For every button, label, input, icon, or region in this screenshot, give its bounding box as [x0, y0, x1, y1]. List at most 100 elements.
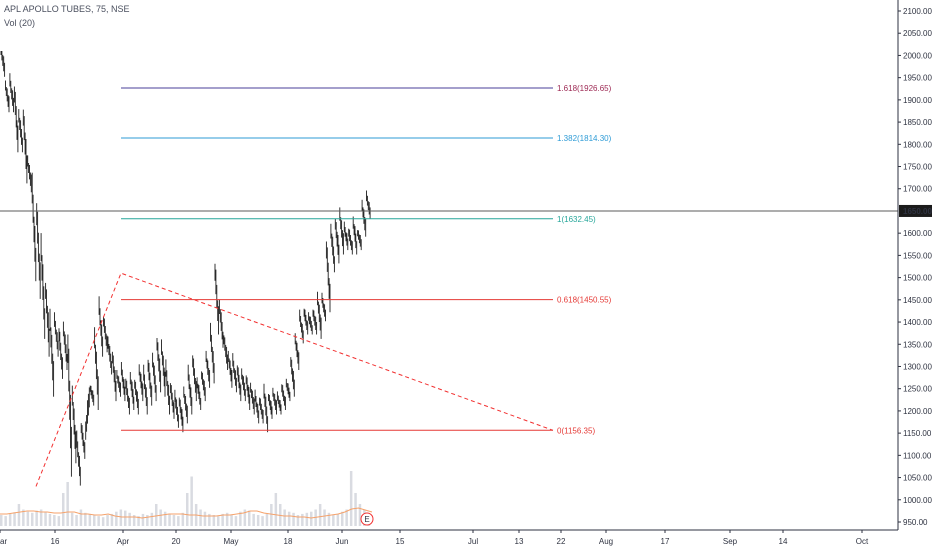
time-tick-label: 22: [557, 537, 566, 546]
volume-bar: [261, 516, 264, 526]
volume-bar: [101, 517, 105, 526]
volume-bar: [53, 515, 56, 526]
volume-bar: [17, 504, 21, 526]
volume-bar: [248, 510, 251, 526]
volume-bar: [190, 476, 193, 526]
current-price-tag: [899, 204, 932, 217]
price-tick-label: 1200.00: [903, 407, 932, 416]
price-tick-label: 1350.00: [903, 340, 932, 349]
volume-bar: [13, 512, 16, 527]
price-tick-label: 1800.00: [903, 140, 932, 149]
volume-bar: [181, 512, 185, 526]
price-tick-label: 2050.00: [903, 29, 932, 38]
price-tick-label: 2000.00: [903, 51, 932, 60]
volume-bar: [172, 515, 176, 526]
volume-bar: [48, 513, 52, 526]
volume-bar: [75, 515, 78, 526]
fib-level-label: 0.618(1450.55): [557, 296, 612, 305]
fib-level-label: 1(1632.45): [557, 215, 596, 224]
volume-bar: [31, 512, 34, 526]
volume-bar: [243, 509, 247, 526]
volume-bar: [150, 512, 154, 526]
volume-bar: [301, 513, 304, 526]
volume-bar: [327, 512, 331, 526]
time-tick-label: Jun: [336, 537, 349, 546]
volume-bar: [22, 509, 25, 526]
volume-bar: [128, 512, 131, 526]
volume-bar: [358, 504, 362, 526]
price-tick-label: 950.00: [903, 518, 928, 527]
volume-bar: [341, 511, 344, 526]
time-tick-label: 16: [51, 537, 60, 546]
current-price-label: 1650.00: [903, 207, 932, 216]
volume-bar: [208, 513, 211, 526]
volume-bar: [8, 513, 12, 526]
volume-bar: [345, 509, 348, 526]
volume-bar: [274, 493, 278, 526]
volume-bar: [97, 516, 100, 526]
volume-bars: [0, 471, 371, 527]
volume-bar: [66, 482, 69, 526]
volume-bar: [310, 511, 313, 526]
price-tick-label: 1100.00: [903, 451, 932, 460]
price-tick-label: 1950.00: [903, 74, 932, 83]
price-tick-label: 1900.00: [903, 96, 932, 105]
volume-bar: [79, 509, 83, 526]
price-tick-label: 1050.00: [903, 474, 932, 483]
volume-bar: [0, 515, 3, 526]
time-tick-label: ar: [0, 537, 7, 546]
volume-bar: [106, 515, 109, 526]
volume-bar: [57, 516, 61, 526]
volume-bar: [132, 515, 136, 526]
volume-bar: [203, 511, 207, 526]
time-tick-label: 20: [172, 537, 181, 546]
volume-bar: [137, 516, 140, 526]
volume-bar: [265, 513, 269, 526]
price-tick-label: 1500.00: [903, 274, 932, 283]
volume-bar: [239, 511, 242, 526]
time-tick-label: 17: [661, 537, 670, 546]
volume-bar: [283, 509, 286, 526]
volume-bar: [115, 511, 118, 526]
fib-level-label: 1.382(1814.30): [557, 134, 612, 143]
price-axis-background: [898, 0, 932, 550]
volume-bar: [177, 516, 180, 526]
time-tick-label: 14: [779, 537, 788, 546]
earnings-event-label: E: [364, 515, 369, 524]
volume-bar: [124, 510, 127, 526]
time-tick-label: Apr: [117, 537, 130, 546]
volume-bar: [225, 512, 229, 526]
volume-bar: [62, 493, 65, 526]
volume-ma-line: [0, 507, 373, 519]
volume-bar: [186, 493, 189, 526]
volume-bar: [93, 515, 96, 526]
volume-bar: [199, 509, 202, 526]
volume-bar: [155, 504, 158, 526]
volume-bar: [252, 513, 255, 526]
volume-bar: [84, 512, 87, 526]
volume-bar: [212, 515, 216, 526]
volume-bar: [221, 513, 224, 526]
volume-indicator-label: Vol (20): [4, 18, 36, 28]
price-tick-label: 1600.00: [903, 229, 932, 238]
volume-bar: [163, 511, 167, 526]
volume-bar: [39, 509, 43, 526]
volume-bar: [318, 504, 322, 526]
price-tick-label: 1000.00: [903, 496, 932, 505]
fib-level-label: 1.618(1926.65): [557, 84, 612, 93]
volume-bar: [88, 513, 92, 526]
volume-bar: [4, 516, 7, 526]
volume-bar: [44, 511, 47, 526]
volume-bar: [146, 515, 149, 526]
volume-bar: [332, 515, 335, 526]
volume-bar: [354, 493, 357, 526]
price-tick-label: 1300.00: [903, 362, 932, 371]
volume-bar: [141, 513, 145, 526]
time-tick-label: 18: [284, 537, 293, 546]
volume-bar: [217, 516, 220, 526]
time-tick-label: May: [223, 537, 238, 546]
symbol-title: APL APOLLO TUBES, 75, NSE: [4, 4, 130, 14]
price-candles: [0, 51, 371, 486]
time-tick-label: Jul: [468, 537, 478, 546]
